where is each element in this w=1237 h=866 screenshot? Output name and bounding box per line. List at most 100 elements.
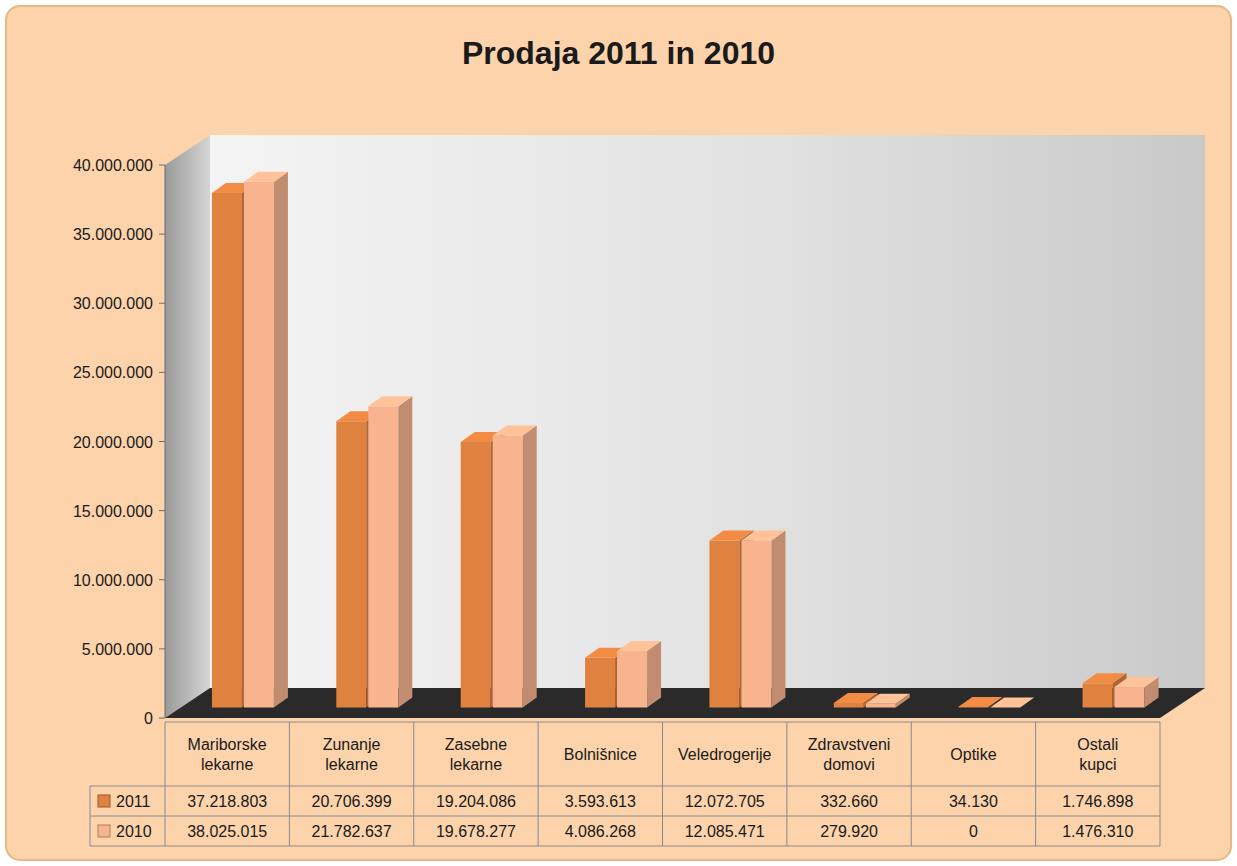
bar-front — [461, 442, 491, 707]
y-tick — [159, 303, 165, 304]
category-label-line: domovi — [823, 756, 875, 773]
category-label-line: Mariborske — [188, 736, 267, 753]
y-tick — [159, 165, 165, 166]
table-value: 21.782.637 — [312, 823, 392, 840]
bar-top — [990, 698, 1034, 708]
bar-top — [617, 641, 661, 651]
legend-key — [98, 795, 110, 807]
bar-front — [336, 421, 366, 707]
y-tick — [159, 579, 165, 580]
table-value: 4.086.268 — [565, 823, 636, 840]
bar-front — [1083, 683, 1113, 707]
bar — [741, 530, 785, 707]
y-tick-label: 40.000.000 — [73, 157, 153, 174]
table-value: 20.706.399 — [312, 793, 392, 810]
legend-label: 2011 — [116, 793, 151, 810]
table-value: 12.085.471 — [685, 823, 765, 840]
y-tick-label: 35.000.000 — [73, 226, 153, 243]
bar-side — [523, 425, 537, 707]
y-tick — [159, 441, 165, 442]
bar-top — [741, 530, 785, 540]
category-label: Optike — [950, 746, 996, 763]
category-label-line: lekarne — [325, 756, 378, 773]
bar-front — [709, 541, 739, 708]
category-label: Ostali kupci — [1077, 736, 1118, 773]
table-value: 19.678.277 — [436, 823, 516, 840]
table-line — [1160, 722, 1161, 846]
y-tick-label: 20.000.000 — [73, 434, 153, 451]
y-tick-label: 5.000.000 — [82, 641, 153, 658]
side-wall — [165, 135, 210, 718]
title: Prodaja 2011 in 2010 — [462, 35, 775, 71]
table-line — [165, 722, 166, 846]
bar-front — [212, 193, 242, 708]
bar-side — [398, 396, 412, 707]
table-value: 332.660 — [820, 793, 878, 810]
category-label-line: Zunanje — [323, 736, 381, 753]
y-tick — [159, 510, 165, 511]
table-value: 1.746.898 — [1062, 793, 1133, 810]
bar-side — [274, 172, 288, 708]
bar-front — [866, 704, 896, 708]
bar-top — [493, 425, 537, 435]
bar-front — [1115, 687, 1145, 707]
table-value: 37.218.803 — [187, 793, 267, 810]
category-label-line: kupci — [1079, 756, 1116, 773]
table-line — [911, 722, 912, 846]
category-label-line: Zdravstveni — [808, 736, 891, 753]
bar — [866, 694, 910, 708]
category-label: Zasebne lekarne — [445, 736, 507, 773]
category-label: Mariborske lekarne — [188, 736, 267, 773]
table-value: 38.025.015 — [187, 823, 267, 840]
floor — [165, 688, 1205, 718]
table-line — [662, 722, 663, 846]
table-value: 3.593.613 — [565, 793, 636, 810]
y-tick-label: 30.000.000 — [73, 295, 153, 312]
category-label-line: Zasebne — [445, 736, 507, 753]
category-label-line: lekarne — [201, 756, 254, 773]
bar-top — [244, 172, 288, 182]
table-line — [90, 846, 1160, 847]
bar-front — [617, 651, 647, 707]
bar-side — [647, 641, 661, 707]
table-line — [538, 722, 539, 846]
y-tick-label: 10.000.000 — [73, 572, 153, 589]
category-label-line: Ostali — [1077, 736, 1118, 753]
y-tick — [159, 234, 165, 235]
bar-side — [771, 530, 785, 707]
bar — [368, 396, 412, 707]
background — [6, 6, 1231, 860]
bar-top — [866, 694, 910, 704]
bar-top — [368, 396, 412, 406]
table-line — [786, 722, 787, 846]
bar — [617, 641, 661, 707]
table-line — [90, 786, 1160, 787]
chart: Prodaja 2011 in 2010 0 5.000.000 10.000.000… — [0, 0, 1237, 866]
bar — [244, 172, 288, 708]
bar-front — [244, 182, 274, 708]
table-value: 279.920 — [820, 823, 878, 840]
table-value: 1.476.310 — [1062, 823, 1133, 840]
category-label-line: Bolnišnice — [564, 746, 637, 763]
bar-top — [1083, 673, 1127, 683]
y-tick-label: 0 — [144, 710, 153, 727]
bar-top — [1115, 677, 1159, 687]
table-line — [90, 786, 91, 846]
bar-front — [834, 703, 864, 708]
table-value: 34.130 — [949, 793, 998, 810]
table-line — [90, 816, 1160, 817]
y-tick — [159, 648, 165, 649]
table-line — [289, 722, 290, 846]
bar-front — [741, 540, 771, 707]
bar — [493, 425, 537, 707]
category-label-line: lekarne — [450, 756, 503, 773]
bar-front — [368, 406, 398, 707]
table-line — [413, 722, 414, 846]
y-tick-label: 15.000.000 — [73, 503, 153, 520]
table-value: 19.204.086 — [436, 793, 516, 810]
category-label: Veledrogerije — [678, 746, 772, 763]
data-table: Mariborske lekarne Zunanje lekarne Zasebne le… — [90, 722, 1160, 846]
table-line — [1035, 722, 1036, 846]
y-tick — [159, 372, 165, 373]
category-label: Zdravstveni domovi — [808, 736, 891, 773]
